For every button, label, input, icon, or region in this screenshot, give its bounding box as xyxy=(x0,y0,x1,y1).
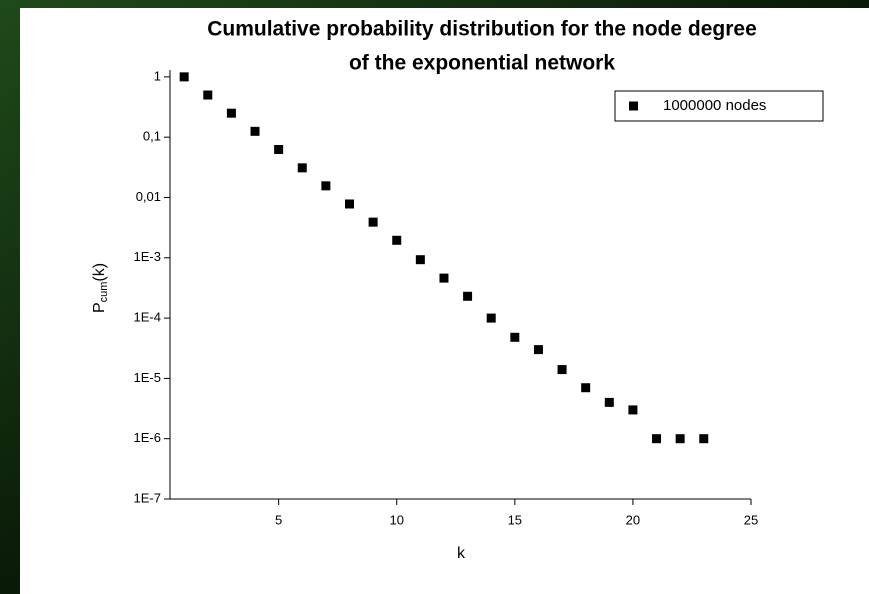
y-tick-label: 1E-7 xyxy=(134,490,161,505)
x-tick-label: 20 xyxy=(626,512,640,527)
x-tick-label: 15 xyxy=(508,512,522,527)
chart-title: Cumulative probability distribution for … xyxy=(207,18,757,41)
y-tick-label: 1E-4 xyxy=(134,310,161,325)
data-point xyxy=(274,144,284,154)
y-label-suffix: (k) xyxy=(91,263,108,282)
chart-title: of the exponential network xyxy=(349,52,615,75)
x-tick-label: 10 xyxy=(389,512,403,527)
data-point xyxy=(250,126,260,136)
y-tick-label: 1E-3 xyxy=(134,249,161,264)
y-label-sub: cum xyxy=(98,282,110,303)
data-point xyxy=(392,235,402,245)
y-tick-label: 1E-6 xyxy=(134,430,161,445)
data-point xyxy=(652,434,662,444)
legend-label: 1000000 nodes xyxy=(663,97,766,114)
data-point xyxy=(415,255,425,265)
data-point xyxy=(581,383,591,393)
data-point xyxy=(604,397,614,407)
y-label-main: P xyxy=(91,302,108,313)
y-tick-label: 0,1 xyxy=(143,129,161,144)
y-tick-label: 1 xyxy=(154,68,161,83)
y-tick-label: 0,01 xyxy=(136,189,161,204)
x-tick-label: 25 xyxy=(744,512,758,527)
data-point xyxy=(533,345,543,355)
data-point xyxy=(486,313,496,323)
data-point xyxy=(344,199,354,209)
y-tick-label: 1E-5 xyxy=(134,370,161,385)
data-point xyxy=(439,273,449,283)
data-point xyxy=(628,405,638,415)
data-point xyxy=(203,90,213,100)
data-point xyxy=(463,291,473,301)
data-point xyxy=(321,181,331,191)
x-tick-label: 5 xyxy=(275,512,282,527)
data-point xyxy=(179,72,189,82)
data-point xyxy=(557,365,567,375)
x-axis-label: k xyxy=(457,545,466,562)
data-point xyxy=(699,434,709,444)
data-point xyxy=(368,217,378,227)
legend-marker xyxy=(629,101,638,111)
data-point xyxy=(226,108,236,118)
legend-box xyxy=(614,90,824,122)
data-point xyxy=(675,434,685,444)
y-axis-label: Pcum(k) xyxy=(91,263,110,313)
data-point xyxy=(510,332,520,342)
data-point xyxy=(297,163,307,173)
